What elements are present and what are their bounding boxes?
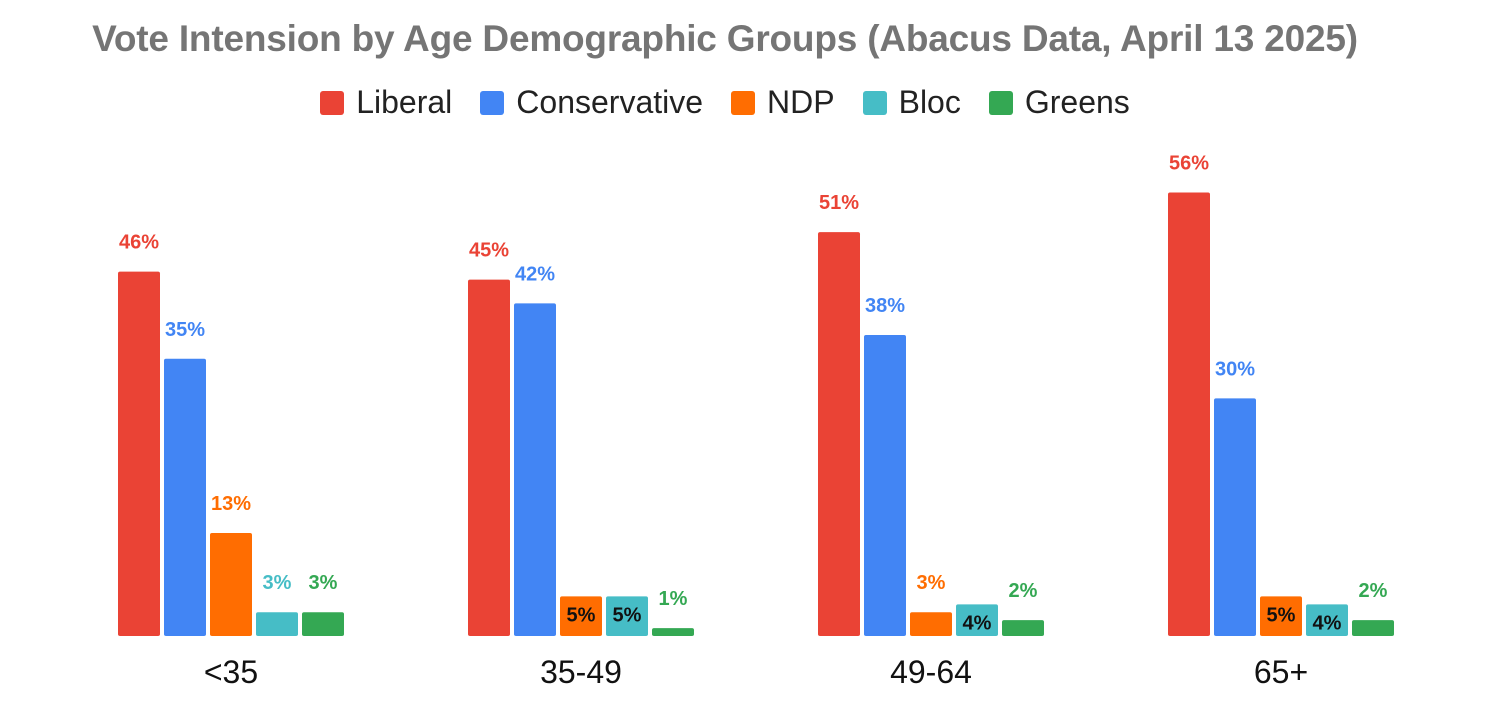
data-label-liberal-3: 51% [819, 192, 859, 214]
legend-item-ndp: NDP [731, 84, 835, 121]
category-label-1: <35 [204, 654, 258, 690]
legend-label-conservative: Conservative [516, 84, 704, 120]
data-label-bloc-4: 4% [1313, 612, 1342, 634]
data-label-conservative-4: 30% [1215, 358, 1255, 380]
chart-title: Vote Intension by Age Demographic Groups… [92, 18, 1358, 59]
bar-conservative-1 [164, 358, 206, 636]
category-label-3: 49-64 [890, 654, 972, 690]
bar-liberal-1 [118, 271, 160, 636]
category-label-2: 35-49 [540, 654, 622, 690]
bar-bloc-1 [256, 612, 298, 636]
legend-swatch-bloc [862, 90, 887, 115]
legend-swatch-greens [988, 90, 1013, 115]
bar-greens-2 [652, 628, 694, 636]
bar-greens-1 [302, 612, 344, 636]
data-label-conservative-3: 38% [865, 295, 905, 317]
legend-swatch-ndp [731, 90, 756, 115]
bar-ndp-4 [1260, 596, 1302, 636]
legend-label-bloc: Bloc [898, 84, 961, 120]
bar-greens-3 [1002, 620, 1044, 636]
bar-greens-4 [1352, 620, 1394, 636]
legend-swatch-conservative [480, 90, 505, 115]
bar-bloc-2 [606, 596, 648, 636]
legend: Liberal Conservative NDP Bloc Greens [0, 84, 1450, 121]
bar-conservative-2 [514, 303, 556, 636]
bar-group-1: 46% 35% 13% 3% 3% [118, 232, 344, 636]
data-label-ndp-2: 5% [567, 604, 596, 626]
bar-group-2: 45% 42% 5% 5% 1% [468, 240, 694, 636]
data-label-ndp-1: 13% [211, 493, 251, 515]
bar-ndp-2 [560, 596, 602, 636]
data-label-bloc-1: 3% [263, 572, 292, 594]
bar-ndp-3 [910, 612, 952, 636]
legend-item-greens: Greens [988, 84, 1130, 121]
bar-group-4: 56% 30% 5% 4% 2% [1168, 152, 1394, 637]
data-label-greens-3: 2% [1009, 580, 1038, 602]
legend-label-liberal: Liberal [356, 84, 453, 120]
bar-liberal-3 [818, 232, 860, 636]
data-label-conservative-2: 42% [515, 263, 555, 285]
bar-conservative-3 [864, 335, 906, 636]
bar-group-3: 51% 38% 3% 4% 2% [818, 192, 1044, 636]
legend-item-bloc: Bloc [862, 84, 961, 121]
legend-label-greens: Greens [1024, 84, 1130, 120]
data-label-ndp-4: 5% [1267, 604, 1296, 626]
data-label-greens-2: 1% [659, 588, 688, 610]
data-label-greens-1: 3% [309, 572, 338, 594]
bar-bloc-3 [956, 604, 998, 636]
category-label-4: 65+ [1254, 654, 1308, 690]
bar-bloc-4 [1306, 604, 1348, 636]
legend-item-conservative: Conservative [480, 84, 703, 121]
data-label-liberal-2: 45% [469, 240, 509, 262]
bar-ndp-1 [210, 533, 252, 636]
data-label-greens-4: 2% [1359, 580, 1388, 602]
bar-conservative-4 [1214, 398, 1256, 636]
data-label-ndp-3: 3% [917, 572, 946, 594]
legend-swatch-liberal [320, 90, 345, 115]
data-label-bloc-3: 4% [963, 612, 992, 634]
bar-liberal-4 [1168, 192, 1210, 637]
legend-item-liberal: Liberal [320, 84, 452, 121]
data-label-liberal-4: 56% [1169, 152, 1209, 174]
data-label-conservative-1: 35% [165, 319, 205, 341]
legend-label-ndp: NDP [767, 84, 835, 120]
bar-liberal-2 [468, 279, 510, 636]
data-label-liberal-1: 46% [119, 232, 159, 254]
data-label-bloc-2: 5% [613, 604, 642, 626]
